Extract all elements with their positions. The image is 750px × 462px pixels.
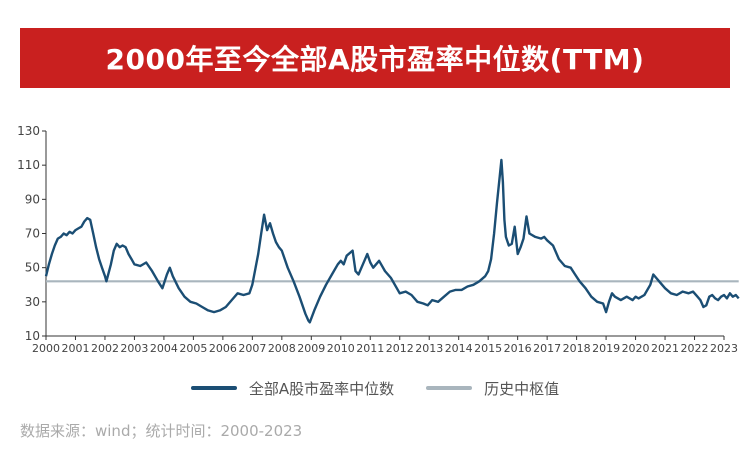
x-tick-label: 2018	[563, 342, 591, 355]
y-tick-label: 70	[25, 227, 40, 241]
x-tick-label: 2010	[327, 342, 355, 355]
x-tick-label: 2021	[651, 342, 679, 355]
x-tick-label: 2007	[238, 342, 266, 355]
y-tick-label: 10	[25, 329, 40, 343]
title-banner: 2000年至今全部A股市盈率中位数(TTM)	[20, 28, 730, 88]
x-tick-label: 2019	[592, 342, 620, 355]
x-tick-label: 2002	[91, 342, 119, 355]
x-tick-label: 2009	[297, 342, 325, 355]
x-tick-label: 2000	[32, 342, 60, 355]
x-tick-label: 2012	[386, 342, 414, 355]
series-layer	[44, 158, 740, 324]
y-tick-label: 50	[25, 261, 40, 275]
x-tick-label: 2022	[681, 342, 709, 355]
legend-item-main: 全部A股市盈率中位数	[190, 378, 395, 399]
legend-label-ref: 历史中枢值	[484, 379, 560, 398]
y-tick-label: 110	[17, 158, 40, 172]
y-tick-label: 90	[25, 192, 40, 206]
x-tick-label: 2020	[622, 342, 650, 355]
legend-label-main: 全部A股市盈率中位数	[248, 379, 395, 398]
x-tick-label: 2014	[445, 342, 473, 355]
y-tick-label: 30	[25, 295, 40, 309]
x-tick-label: 2004	[150, 342, 178, 355]
x-tick-label: 2006	[209, 342, 237, 355]
x-tick-label: 2001	[61, 342, 89, 355]
x-tick-label: 2015	[474, 342, 502, 355]
series-line-pe-median	[44, 158, 740, 324]
x-tick-label: 2008	[268, 342, 296, 355]
pe-ratio-chart: 10 30 50 70 90 110 130 2000 2001 2002 2003 2004 2005…	[17, 124, 740, 355]
x-tick-label: 2003	[120, 342, 148, 355]
x-tick-label: 2011	[356, 342, 384, 355]
x-tick-label: 2013	[415, 342, 443, 355]
y-tick-label: 130	[17, 124, 40, 138]
legend-swatch-ref	[426, 386, 473, 390]
x-tick-label: 2005	[179, 342, 207, 355]
chart-legend: 全部A股市盈率中位数 历史中枢值	[0, 378, 750, 398]
legend-swatch-main	[190, 386, 237, 390]
legend-item-ref: 历史中枢值	[426, 378, 559, 399]
x-tick-label: 2017	[533, 342, 561, 355]
x-tick-label: 2023	[710, 342, 738, 355]
chart-axes: 10 30 50 70 90 110 130 2000 2001 2002 2003 2004 2005…	[17, 124, 738, 355]
x-tick-label: 2016	[504, 342, 532, 355]
chart-title: 2000年至今全部A股市盈率中位数(TTM)	[105, 43, 645, 76]
data-source-note: 数据来源：wind；统计时间：2000-2023	[20, 422, 303, 440]
